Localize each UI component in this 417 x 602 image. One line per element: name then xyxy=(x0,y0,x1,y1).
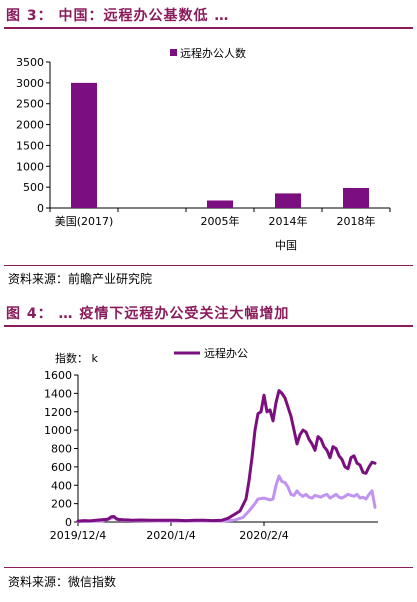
line-chart-legend: 远程办公 xyxy=(174,347,248,360)
bar-y-tick-label: 2500 xyxy=(16,98,44,111)
bar-y-tick-label: 500 xyxy=(23,181,44,194)
bar-chart-legend: 远程办公人数 xyxy=(170,47,246,60)
line-y-tick-label: 1600 xyxy=(44,369,72,382)
line-chart-y-axis: 0 200 400 600 800 1000 1200 1400 1600 xyxy=(44,369,79,529)
line-x-tick-label: 2020/2/4 xyxy=(239,529,288,542)
bar xyxy=(207,200,233,208)
line-x-tick-label: 2020/1/4 xyxy=(146,529,195,542)
bar xyxy=(275,193,301,208)
figure3-source: 资料来源：前瞻产业研究院 xyxy=(8,272,153,286)
bar-chart-bars xyxy=(71,82,369,208)
bar-chart-group-label: 中国 xyxy=(275,239,297,252)
line-y-tick-label: 1000 xyxy=(44,424,72,437)
line-series xyxy=(76,389,377,523)
line-y-tick-label: 0 xyxy=(65,516,72,529)
bar-y-tick-label: 0 xyxy=(37,202,44,215)
line-y-tick-label: 200 xyxy=(51,498,72,511)
line-x-tick-label: 2019/12/4 xyxy=(50,529,106,542)
bar-chart: 0 500 1000 1500 2000 2500 3000 3500 美国(2017) 200… xyxy=(16,47,391,252)
bar-chart-y-axis: 0 500 1000 1500 2000 2500 3000 3500 xyxy=(16,56,51,215)
line-chart: 指数： k 远程办公 0 200 400 600 800 1000 1200 1400 1600… xyxy=(44,347,378,542)
figure3-title: 图 3： 中国：远程办公基数低 … xyxy=(6,8,230,24)
line-legend-label: 远程办公 xyxy=(204,347,248,360)
line-y-tick-label: 1400 xyxy=(44,387,72,400)
bar-y-tick-label: 1500 xyxy=(16,139,44,152)
bar-y-tick-label: 3000 xyxy=(16,77,44,90)
figure4-title-rule xyxy=(4,325,413,327)
line-y-tick-label: 1200 xyxy=(44,406,72,419)
line-series xyxy=(76,474,377,523)
bar-y-tick-label: 2000 xyxy=(16,119,44,132)
bar-y-tick-label: 1000 xyxy=(16,160,44,173)
bar-x-tick-label: 2014年 xyxy=(269,214,308,228)
figure3-source-rule xyxy=(4,265,413,266)
bar xyxy=(343,187,369,208)
figure4-source: 资料来源：微信指数 xyxy=(8,575,117,589)
figure4-title: 图 4： … 疫情下远程办公受关注大幅增加 xyxy=(6,306,290,322)
bar-chart-x-axis: 美国(2017) 2005年 2014年 2018年 xyxy=(49,207,391,228)
bar-legend-swatch xyxy=(170,49,177,56)
bar xyxy=(71,82,97,208)
line-chart-y-unit: 指数： k xyxy=(55,351,98,365)
line-chart-x-axis: 2019/12/4 2020/1/4 2020/2/4 xyxy=(50,521,378,542)
bar-y-tick-label: 3500 xyxy=(16,56,44,69)
line-y-tick-label: 400 xyxy=(51,479,72,492)
bar-x-tick-label: 美国(2017) xyxy=(55,215,114,228)
bar-x-tick-label: 2005年 xyxy=(201,214,240,228)
figure3-title-rule xyxy=(4,27,413,29)
bar-legend-label: 远程办公人数 xyxy=(180,47,246,60)
figure4-source-rule xyxy=(4,567,413,568)
bar-x-tick-label: 2018年 xyxy=(337,214,376,228)
line-y-tick-label: 600 xyxy=(51,461,72,474)
line-chart-series xyxy=(76,389,377,523)
line-y-tick-label: 800 xyxy=(51,443,72,456)
